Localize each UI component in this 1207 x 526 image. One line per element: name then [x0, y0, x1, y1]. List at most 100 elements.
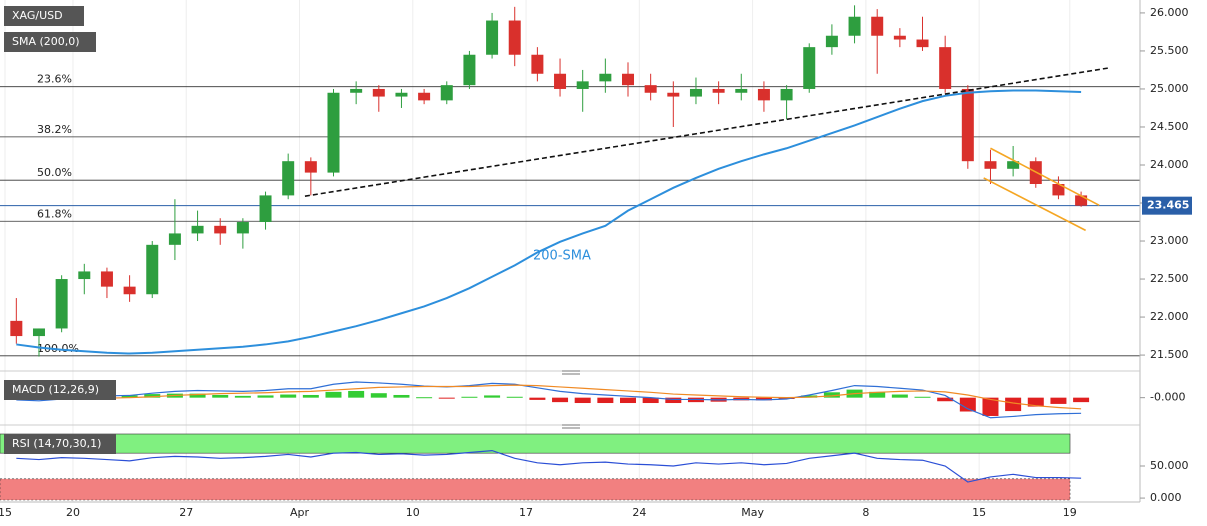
- candle-body: [1007, 161, 1020, 169]
- x-tick-label: 10: [406, 506, 420, 519]
- histogram-bar: [144, 394, 161, 398]
- histogram-bar: [189, 393, 206, 398]
- candle-body: [916, 39, 929, 48]
- histogram-bar: [1050, 397, 1067, 404]
- histogram-bar: [823, 392, 840, 398]
- trend-line: [990, 147, 1100, 206]
- candle-body: [622, 73, 635, 86]
- histogram-bar: [325, 391, 342, 398]
- candle-body: [146, 244, 159, 295]
- legend-box: [4, 6, 84, 26]
- candle-body: [486, 20, 499, 55]
- histogram-bar: [370, 393, 387, 398]
- macd-line: [16, 381, 1082, 419]
- trend-line: [983, 177, 1086, 232]
- histogram-bar: [438, 397, 455, 399]
- y-tick-label: 23.000: [1150, 234, 1189, 247]
- y-tick-label: 26.000: [1150, 6, 1189, 19]
- candle-body: [757, 88, 770, 101]
- x-tick-label: 19: [1063, 506, 1077, 519]
- histogram-bar: [1073, 397, 1090, 403]
- candle-body: [644, 85, 657, 93]
- y-tick-label: 21.500: [1150, 348, 1189, 361]
- candle-body: [939, 47, 952, 89]
- x-tick-label: 24: [632, 506, 646, 519]
- y-tick-label: 50.000: [1150, 459, 1189, 472]
- signal-line: [16, 384, 1082, 410]
- candle-body: [123, 286, 136, 295]
- histogram-bar: [1005, 397, 1022, 412]
- histogram-bar: [620, 397, 637, 404]
- fib-label: 100.0%: [37, 342, 79, 355]
- candle-body: [803, 47, 816, 89]
- candle-body: [191, 225, 204, 234]
- x-tick-label: Apr: [290, 506, 310, 519]
- histogram-bar: [642, 397, 659, 404]
- histogram-bar: [597, 397, 614, 404]
- x-tick-label: May: [741, 506, 764, 519]
- candle-body: [780, 88, 793, 101]
- macd-label: MACD (12,26,9): [12, 383, 99, 396]
- candle-body: [576, 81, 589, 89]
- sma-line: [16, 89, 1082, 355]
- candle-body: [78, 271, 91, 280]
- histogram-bar: [484, 395, 501, 398]
- histogram-bar: [552, 397, 569, 403]
- y-tick-label: 25.500: [1150, 44, 1189, 57]
- candle-body: [395, 92, 408, 97]
- fib-label: 50.0%: [37, 166, 72, 179]
- y-tick-label: 0.000: [1150, 491, 1182, 504]
- candle-body: [961, 88, 974, 162]
- candle-body: [259, 195, 272, 223]
- candle-body: [463, 54, 476, 86]
- histogram-bar: [416, 397, 433, 399]
- candle-body: [327, 92, 340, 173]
- histogram-bar: [212, 394, 229, 398]
- candle-body: [372, 88, 385, 97]
- candle-body: [667, 92, 680, 97]
- symbol-label: XAG/USD: [12, 9, 63, 22]
- candle-body: [871, 16, 884, 36]
- candle-body: [554, 73, 567, 89]
- candle-body: [689, 88, 702, 97]
- x-tick-label: 8: [862, 506, 869, 519]
- candle-body: [735, 88, 748, 93]
- histogram-bar: [869, 391, 886, 398]
- histogram-bar: [937, 397, 954, 402]
- x-tick-label: 20: [66, 506, 80, 519]
- candle-body: [1052, 184, 1065, 196]
- histogram-bar: [234, 395, 251, 398]
- legend-box: [4, 434, 116, 454]
- candle-body: [10, 320, 23, 337]
- last-price-box: [1142, 196, 1192, 215]
- candle-body: [236, 222, 249, 234]
- y-tick-label: 22.000: [1150, 310, 1189, 323]
- candle-body: [282, 161, 295, 196]
- legend-box: [4, 380, 116, 400]
- histogram-bar: [302, 394, 319, 398]
- candle-body: [893, 35, 906, 40]
- candle-body: [848, 16, 861, 36]
- y-tick-label: 24.500: [1150, 120, 1189, 133]
- panel-grip[interactable]: [562, 370, 580, 429]
- histogram-bar: [1027, 397, 1044, 407]
- histogram-bar: [914, 396, 931, 398]
- sma-annotation: 200-SMA: [533, 249, 591, 264]
- x-tick-label: 17: [519, 506, 533, 519]
- histogram-bar: [665, 397, 682, 404]
- indicator-label: SMA (200,0): [12, 35, 80, 48]
- x-tick-label: 15: [972, 506, 986, 519]
- rsi-line: [16, 449, 1082, 483]
- fib-label: 23.6%: [37, 73, 72, 86]
- histogram-bar: [982, 397, 999, 416]
- legend-box: [4, 32, 96, 52]
- overbought-zone: [0, 433, 1071, 454]
- last-price-label: 23.465: [1147, 199, 1189, 212]
- x-tick-label: 27: [179, 506, 193, 519]
- candle-body: [531, 54, 544, 74]
- y-tick-label: 22.500: [1150, 272, 1189, 285]
- x-tick-label: 15: [0, 506, 12, 519]
- histogram-bar: [121, 395, 138, 398]
- histogram-bar: [461, 396, 478, 398]
